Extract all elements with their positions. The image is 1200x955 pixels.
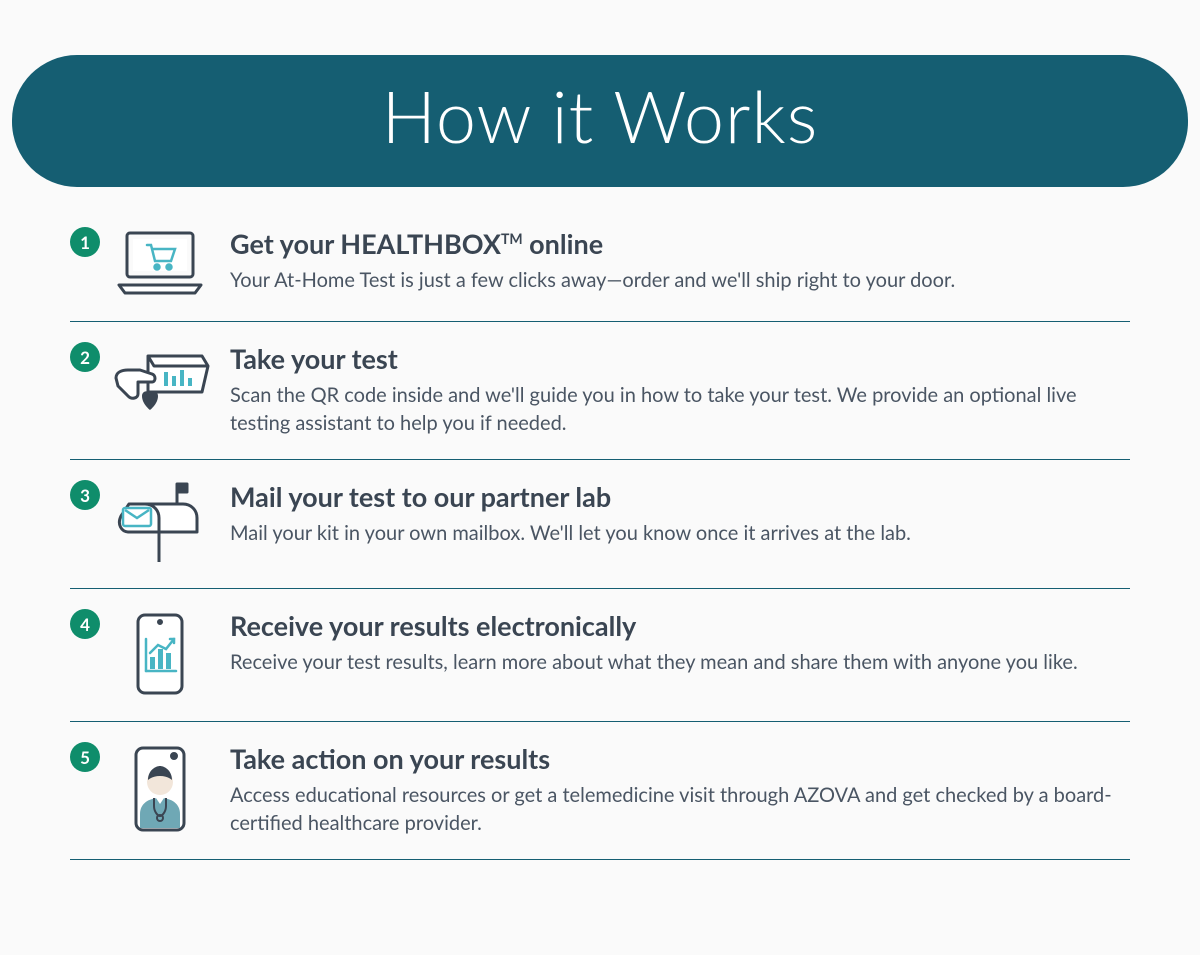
step-4: 4 Receive your results el <box>70 589 1130 722</box>
step-number: 1 <box>80 232 90 253</box>
step-2: 2 Take your test <box>70 322 1130 460</box>
step-title: Take action on your results <box>230 742 1130 775</box>
step-title: Mail your test to our partner lab <box>230 480 1130 513</box>
step-number-badge: 4 <box>70 609 100 639</box>
page-title: How it Works <box>382 73 819 159</box>
step-number-badge: 5 <box>70 742 100 772</box>
laptop-cart-icon <box>100 227 220 299</box>
phone-chart-icon <box>100 609 220 699</box>
step-title: Get your HEALTHBOXTM online <box>230 227 1130 260</box>
step-number: 5 <box>80 747 90 768</box>
step-description: Scan the QR code inside and we'll guide … <box>230 381 1130 437</box>
step-title: Receive your results electronically <box>230 609 1130 642</box>
step-number: 4 <box>80 614 90 635</box>
step-description: Mail your kit in your own mailbox. We'll… <box>230 519 1130 547</box>
hand-box-icon <box>100 342 220 414</box>
step-number: 3 <box>80 485 90 506</box>
page-title-pill: How it Works <box>12 55 1188 187</box>
step-description: Your At-Home Test is just a few clicks a… <box>230 266 1130 294</box>
step-1: 1 Get your HEALTHBOXTM online Your At-Ho… <box>70 217 1130 322</box>
step-number: 2 <box>80 347 90 368</box>
step-number-badge: 3 <box>70 480 100 510</box>
mailbox-icon <box>100 480 220 566</box>
phone-doctor-icon <box>100 742 220 836</box>
step-number-badge: 1 <box>70 227 100 257</box>
steps-list: 1 Get your HEALTHBOXTM online Your At-Ho… <box>70 217 1130 860</box>
step-title: Take your test <box>230 342 1130 375</box>
step-description: Receive your test results, learn more ab… <box>230 648 1130 676</box>
step-3: 3 Mail your test to our partner lab Mail <box>70 460 1130 589</box>
step-description: Access educational resources or get a te… <box>230 781 1130 837</box>
step-number-badge: 2 <box>70 342 100 372</box>
step-5: 5 Take action on your results <box>70 722 1130 860</box>
